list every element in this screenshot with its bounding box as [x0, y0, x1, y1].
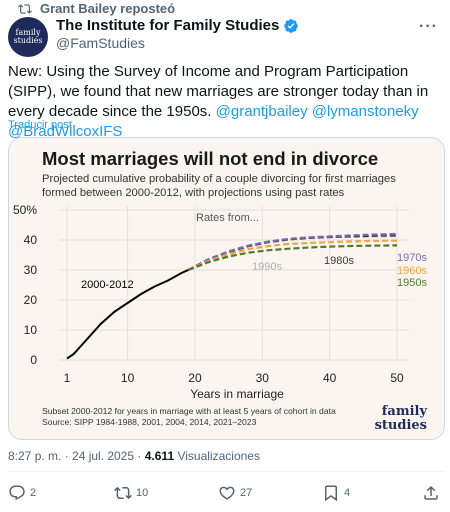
x-axis-ticks: 1 10 20 30 40 50	[64, 371, 404, 385]
y-tick-label: 0	[30, 353, 37, 367]
tweet-text: New: Using the Survey of Income and Prog…	[8, 62, 446, 142]
y-tick-label: 40	[24, 233, 38, 247]
chart-grid	[59, 206, 409, 361]
x-tick-label: 40	[323, 371, 337, 385]
verified-badge-icon	[284, 18, 299, 33]
series-line-1950s	[187, 244, 398, 272]
y-tick-label: 20	[24, 293, 38, 307]
more-options-icon[interactable]: ···	[419, 18, 438, 35]
divider	[8, 471, 445, 472]
views-label: Visualizaciones	[177, 449, 260, 463]
tweet-time[interactable]: 8:27 p. m. · 24 jul. 2025 ·	[8, 449, 142, 463]
author-handle[interactable]: @FamStudies	[56, 35, 145, 51]
series-label-1950s: 1950s	[397, 277, 427, 289]
y-tick-label: 10	[24, 323, 38, 337]
heart-icon	[219, 486, 235, 500]
bookmark-icon	[325, 485, 337, 502]
chart-subtitle-line2: formed between 2000-2012, with projectio…	[42, 187, 345, 199]
views-count: 4.611	[144, 449, 175, 463]
like-count: 27	[240, 487, 253, 499]
tweet-body: New: Using the Survey of Income and Prog…	[8, 63, 429, 120]
chart-subtitle-line1: Projected cumulative probability of a co…	[42, 173, 396, 185]
avatar-logo-line1: family	[15, 28, 41, 37]
action-bar: 2 10 27 4	[8, 484, 440, 504]
x-tick-label: 20	[188, 371, 202, 385]
y-axis-ticks: 0 10 20 30 40 50%	[13, 203, 37, 367]
series-label-2000-2012: 2000-2012	[81, 279, 134, 291]
reply-button[interactable]: 2	[8, 484, 36, 502]
chart-image-card[interactable]: Most marriages will not end in divorce P…	[8, 137, 445, 440]
series-line-1970s	[187, 232, 398, 271]
x-axis-label: Years in marriage	[190, 387, 284, 401]
series-label-1970s: 1970s	[397, 252, 427, 264]
footnote-line1: Subset 2000-2012 for years in marriage w…	[42, 406, 336, 416]
series-label-1990s: 1990s	[252, 261, 282, 273]
series-label-1980s: 1980s	[324, 255, 354, 267]
series-line-2000-2012	[66, 269, 189, 360]
author-name-row[interactable]: The Institute for Family Studies	[56, 17, 299, 34]
series-line-1960s	[187, 239, 398, 272]
family-studies-logo-line2: studies	[375, 418, 427, 433]
x-tick-label: 10	[121, 371, 135, 385]
avatar[interactable]: family studies	[8, 17, 48, 57]
author-name: The Institute for Family Studies	[56, 17, 280, 34]
y-tick-label: 50%	[13, 203, 37, 217]
tweet-meta: 8:27 p. m. · 24 jul. 2025 · 4.611 Visual…	[8, 449, 260, 463]
reply-count: 2	[30, 487, 37, 499]
bookmark-count: 4	[344, 487, 351, 499]
repost-button[interactable]: 10	[114, 484, 148, 502]
bookmark-button[interactable]: 4	[322, 484, 350, 502]
x-tick-label: 30	[256, 371, 270, 385]
footnote-line2: Source: SIPP 1984-1988, 2001, 2004, 2014…	[42, 417, 257, 427]
like-button[interactable]: 27	[218, 484, 252, 502]
repost-header[interactable]: Grant Bailey reposteó	[18, 1, 175, 16]
reply-icon	[9, 485, 25, 501]
divorce-chart: Most marriages will not end in divorce P…	[13, 148, 428, 433]
avatar-logo-line2: studies	[13, 36, 43, 45]
tweet-mentions[interactable]: @grantjbailey @lymanstoneky @BradWilcoxI…	[8, 103, 419, 140]
repost-text: Grant Bailey reposteó	[40, 1, 176, 16]
repost-count: 10	[136, 487, 149, 499]
rates-from-annotation: Rates from...	[196, 212, 259, 224]
chart-title: Most marriages will not end in divorce	[42, 148, 378, 169]
repost-icon	[18, 3, 32, 14]
repost-action-icon	[114, 486, 132, 500]
x-tick-label: 1	[64, 371, 71, 385]
x-tick-label: 50	[390, 371, 404, 385]
series-label-1960s: 1960s	[397, 265, 427, 277]
family-studies-logo-line1: family	[382, 404, 428, 419]
share-button[interactable]	[422, 484, 440, 502]
share-icon	[424, 485, 438, 500]
translate-link[interactable]: Traducir post	[8, 119, 72, 131]
chart-series	[66, 232, 398, 360]
y-tick-label: 30	[24, 263, 38, 277]
